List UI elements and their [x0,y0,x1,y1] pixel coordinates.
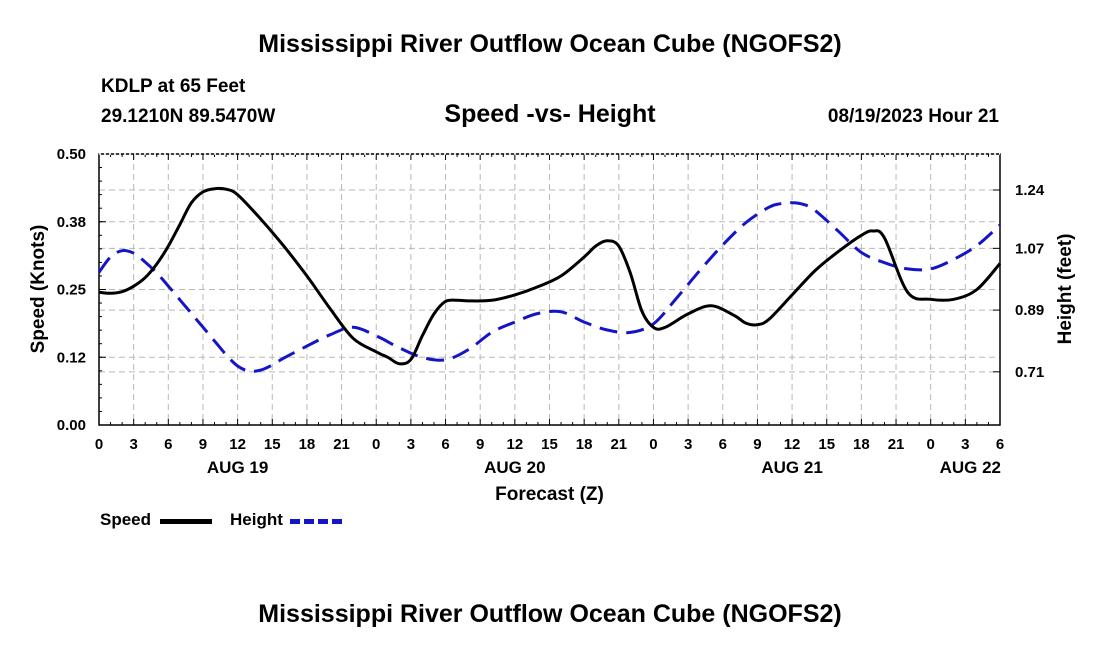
y-tick-label: 0.38 [57,214,86,231]
x-tick-label: 3 [684,436,692,453]
x-tick-label: 18 [576,436,593,453]
page-title: Mississippi River Outflow Ocean Cube (NG… [258,30,842,58]
x-tick-label: 3 [961,436,969,453]
day-label: AUG 21 [761,458,822,477]
x-tick-label: 3 [407,436,415,453]
y2-axis-label: Height (feet) [1055,234,1076,345]
y-axis-label: Speed (Knots) [28,225,49,354]
footer-title: Mississippi River Outflow Ocean Cube (NG… [258,600,842,628]
x-tick-label: 6 [164,436,172,453]
x-tick-label: 12 [784,436,801,453]
x-tick-label: 0 [649,436,657,453]
x-tick-label: 12 [229,436,246,453]
legend-height-label: Height [230,510,283,529]
y-tick-label: 0.25 [57,282,86,299]
x-tick-label: 21 [610,436,627,453]
x-tick-label: 6 [441,436,449,453]
series-line-height [97,201,1001,373]
x-tick-label: 6 [719,436,727,453]
legend-speed-label: Speed [100,510,152,529]
x-tick-label: 15 [818,436,835,453]
chart-title: Speed -vs- Height [444,100,656,128]
day-label: AUG 22 [940,458,1001,477]
day-label: AUG 19 [207,458,268,477]
series-lines [97,186,1002,373]
day-label: AUG 20 [484,458,545,477]
y2-tick-label: 0.71 [1015,364,1044,381]
grid-lines [99,154,1000,425]
x-axis-label: Forecast (Z) [495,484,604,505]
x-tick-label: 0 [372,436,380,453]
y-tick-label: 0.50 [57,146,86,163]
x-tick-label: 0 [95,436,103,453]
x-tick-label: 6 [996,436,1004,453]
y-tick-label: 0.12 [57,349,86,366]
x-tick-label: 15 [264,436,281,453]
x-tick-label: 18 [853,436,870,453]
series-line-speed [98,186,1002,366]
x-tick-label: 9 [753,436,761,453]
y-tick-label: 0.00 [57,417,86,434]
y2-tick-label: 0.89 [1015,302,1044,319]
legend-speed-swatch [160,519,212,524]
axis-ticks: 0 3 6 9 12 15 18 21 0 3 6 9 12 15 18 21 0 3 6 9 12 15 18 21 0 3 6 A… [57,146,1045,477]
y2-tick-label: 1.07 [1015,240,1044,257]
datetime-label: 08/19/2023 Hour 21 [827,106,999,127]
station-label: KDLP at 65 Feet [101,76,246,97]
x-tick-label: 3 [129,436,137,453]
x-tick-label: 21 [333,436,350,453]
x-tick-label: 9 [476,436,484,453]
x-tick-label: 18 [299,436,316,453]
x-tick-label: 12 [507,436,524,453]
legend-height-swatch [290,519,342,524]
coordinates-label: 29.1210N 89.5470W [101,106,276,127]
x-tick-label: 15 [541,436,558,453]
x-tick-label: 21 [888,436,905,453]
y2-tick-label: 1.24 [1015,182,1045,199]
x-tick-label: 0 [927,436,935,453]
x-tick-label: 9 [199,436,207,453]
